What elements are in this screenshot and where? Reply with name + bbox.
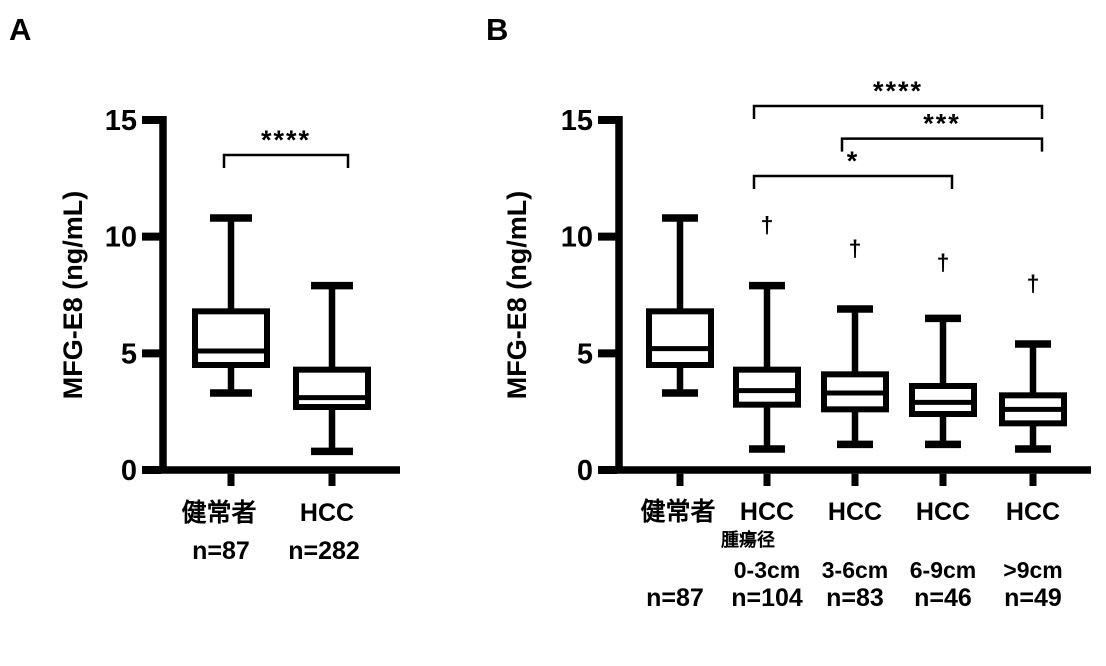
panel-b-letter: B (486, 12, 509, 47)
size-label-4: >9cm (1003, 557, 1062, 583)
panel-a-boxplot-chart: 0 5 10 15 MFG-E8 (ng/mL) **** 健常者 HCC n=87 n=282 (58, 105, 400, 565)
y-tick-label: 15 (561, 105, 593, 137)
y-tick-label: 0 (577, 455, 593, 487)
y-axis-title: MFG-E8 (ng/mL) (58, 191, 88, 399)
box-group-4 (999, 340, 1067, 453)
significance-bracket-0 (222, 153, 350, 168)
category-label-1: HCC (300, 499, 354, 527)
category-label-0: 健常者 (181, 498, 256, 527)
size-label-3: 6-9cm (910, 557, 976, 583)
significance-bracket-2 (752, 174, 954, 189)
y-tick-label: 10 (561, 222, 593, 254)
n-label-0: n=87 (646, 584, 704, 612)
n-label-1: n=282 (288, 537, 360, 565)
panel-a-letter: A (9, 12, 32, 47)
box-group-0 (646, 214, 714, 397)
size-label-1: 0-3cm (734, 557, 800, 583)
panel-a: A 0 5 10 15 MFG-E8 (ng/mL) **** 健常者 HCC n=87 n=28… (0, 0, 460, 666)
category-label-0: 健常者 (640, 497, 715, 526)
box-group-3 (909, 314, 977, 449)
n-label-3: n=46 (914, 584, 972, 612)
significance-bracket-0 (752, 104, 1044, 119)
y-tick-label: 15 (105, 105, 137, 137)
category-label-3: HCC (916, 498, 970, 526)
size-label-2: 3-6cm (822, 557, 888, 583)
y-tick-label: 5 (121, 338, 137, 370)
n-label-1: n=104 (731, 584, 803, 612)
category-label-1: HCC (740, 498, 794, 526)
significance-bracket-1 (840, 137, 1044, 152)
iqr-box (293, 366, 371, 410)
dagger-mark-0: † (761, 212, 774, 238)
category-label-4: HCC (1006, 498, 1060, 526)
iqr-box (646, 308, 714, 369)
y-tick-label: 0 (121, 455, 137, 487)
y-tick-label: 10 (105, 222, 137, 254)
y-tick-label: 5 (577, 338, 593, 370)
tumor-size-header: 腫瘍径 (721, 529, 775, 550)
n-label-0: n=87 (192, 537, 250, 565)
significance-stars-1: *** (923, 109, 961, 139)
category-label-2: HCC (828, 498, 882, 526)
box-group-0 (192, 214, 270, 397)
n-label-2: n=83 (826, 584, 884, 612)
iqr-box (733, 366, 801, 408)
dagger-mark-3: † (1027, 270, 1040, 296)
significance-stars-2: * (847, 146, 860, 176)
box-group-1 (293, 281, 371, 456)
dagger-mark-1: † (849, 235, 862, 261)
y-axis-title: MFG-E8 (ng/mL) (502, 191, 532, 399)
iqr-box (192, 308, 270, 369)
significance-stars-0: **** (261, 125, 311, 155)
n-label-4: n=49 (1004, 584, 1062, 612)
box-group-2 (821, 305, 889, 449)
box-group-1 (733, 281, 801, 453)
dagger-mark-2: † (937, 249, 950, 275)
significance-stars-0: **** (873, 76, 923, 106)
panel-b: B 0 5 10 15 MFG-E8 (ng/mL) **** *** * † † † † 健常者 HCC… (460, 0, 1106, 666)
